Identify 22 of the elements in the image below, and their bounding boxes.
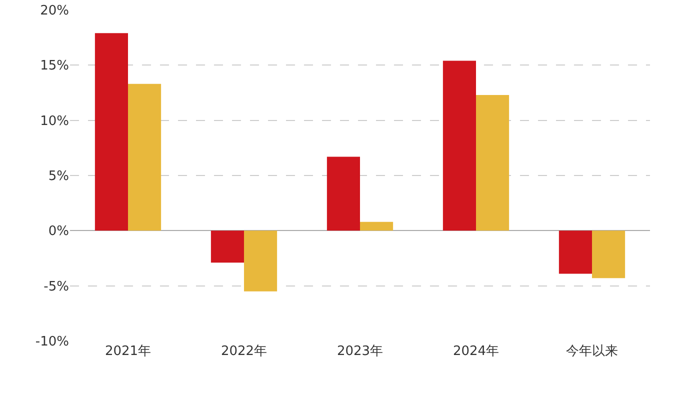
bar <box>244 230 278 292</box>
x-tick-label: 2023年 <box>336 344 384 359</box>
x-tick-label: 今年以来 <box>566 344 618 359</box>
y-tick-label: -5% <box>44 279 69 294</box>
y-tick-label: 5% <box>48 169 69 184</box>
bar <box>94 33 128 231</box>
bar <box>476 94 510 231</box>
x-tick-label: 2024年 <box>452 344 500 359</box>
y-tick-label: 0% <box>48 224 69 240</box>
y-tick-label: 10% <box>40 114 69 129</box>
bar <box>326 156 360 231</box>
bar <box>558 230 592 274</box>
y-tick-label: 15% <box>40 58 69 74</box>
bar <box>442 60 476 231</box>
bar <box>128 84 162 231</box>
bar <box>210 230 244 263</box>
x-tick-label: 2022年 <box>220 344 268 359</box>
x-tick-label: 2021年 <box>104 344 152 359</box>
bar <box>360 222 394 231</box>
bar <box>592 230 626 278</box>
y-tick-label: 20% <box>40 4 69 19</box>
y-tick-label: -10% <box>35 334 69 350</box>
